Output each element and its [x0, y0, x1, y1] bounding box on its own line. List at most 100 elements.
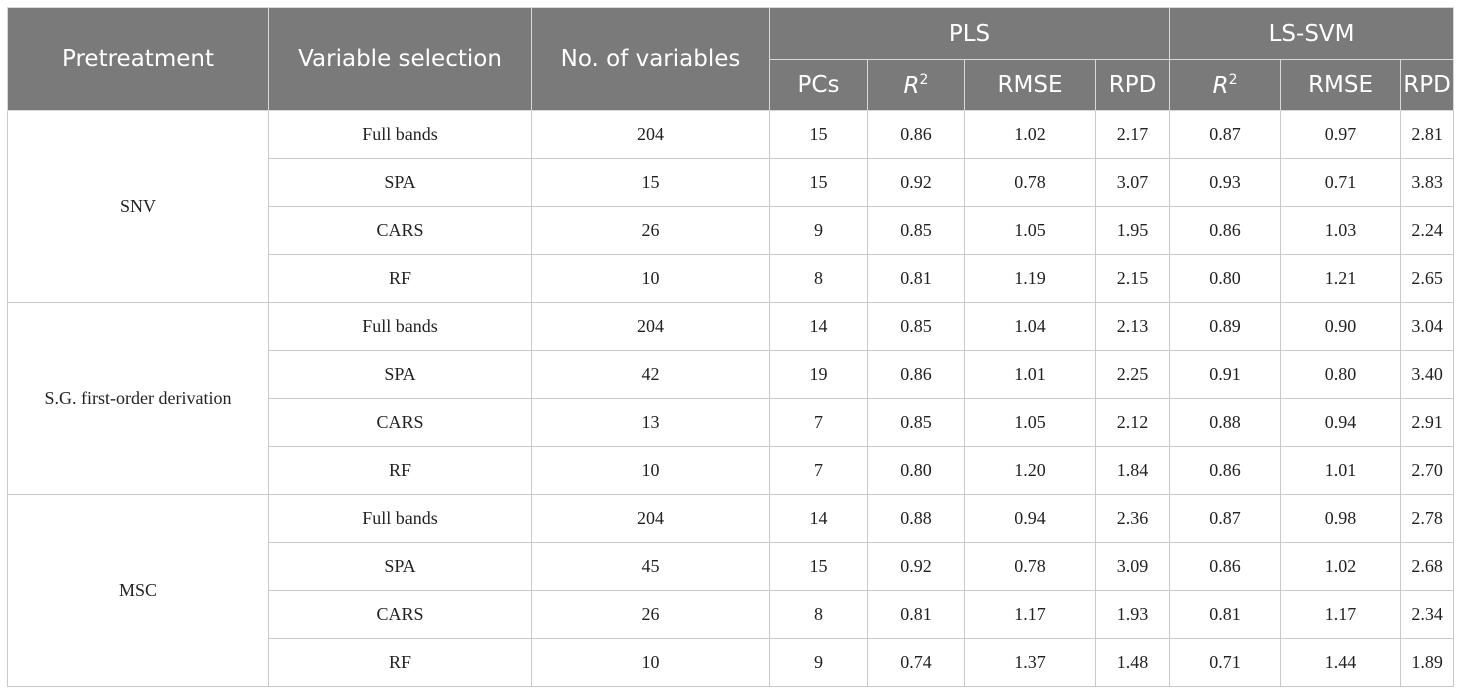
svm-r2-cell: 0.86 — [1169, 446, 1282, 495]
table-row: SPA 45 15 0.92 0.78 3.09 0.86 1.02 2.68 — [8, 542, 1455, 591]
svm-r2-cell: 0.87 — [1169, 494, 1282, 543]
r2-sup: 2 — [919, 71, 929, 88]
num-variables-cell: 204 — [531, 302, 770, 351]
svm-rpd-cell: 2.34 — [1400, 590, 1455, 639]
pls-pcs-cell: 7 — [769, 398, 868, 447]
pls-pcs-cell: 14 — [769, 302, 868, 351]
r2-sup: 2 — [1228, 71, 1238, 88]
svm-rpd-cell: 2.78 — [1400, 494, 1455, 543]
variable-selection-cell: RF — [268, 254, 532, 303]
pls-rmse-cell: 1.17 — [964, 590, 1096, 639]
pls-r2-cell: 0.85 — [867, 398, 965, 447]
variable-selection-cell: Full bands — [268, 110, 532, 159]
svm-rmse-cell: 0.80 — [1280, 350, 1402, 399]
pls-rmse-cell: 0.78 — [964, 158, 1096, 207]
svm-rpd-cell: 1.89 — [1400, 638, 1455, 687]
r2-base: R — [1212, 72, 1229, 99]
pls-rmse-cell: 1.02 — [964, 110, 1096, 159]
header-num-variables: No. of variables — [531, 7, 770, 111]
svm-rpd-cell: 2.24 — [1400, 206, 1455, 255]
pretreatment-cell: SNV — [7, 110, 269, 303]
pls-r2-cell: 0.81 — [867, 254, 965, 303]
variable-selection-cell: Full bands — [268, 494, 532, 543]
pls-rpd-cell: 1.84 — [1094, 446, 1171, 495]
svm-r2-cell: 0.86 — [1169, 206, 1282, 255]
results-table: Pretreatment Variable selection No. of v… — [7, 7, 1455, 687]
svm-r2-cell: 0.93 — [1169, 158, 1282, 207]
pls-pcs-cell: 15 — [769, 110, 868, 159]
pls-pcs-cell: 15 — [769, 542, 868, 591]
header-lssvm: LS-SVM — [1169, 7, 1455, 60]
num-variables-cell: 10 — [531, 446, 770, 495]
pls-r2-cell: 0.86 — [867, 350, 965, 399]
svm-rpd-cell: 3.83 — [1400, 158, 1455, 207]
svm-r2-cell: 0.80 — [1169, 254, 1282, 303]
svm-r2-cell: 0.91 — [1169, 350, 1282, 399]
header-svm-rmse: RMSE — [1280, 59, 1402, 111]
pls-rmse-cell: 0.78 — [964, 542, 1096, 591]
pls-rpd-cell: 1.93 — [1094, 590, 1171, 639]
table-row: CARS 13 7 0.85 1.05 2.12 0.88 0.94 2.91 — [8, 398, 1455, 447]
pls-rpd-cell: 2.13 — [1094, 302, 1171, 351]
r2-base: R — [903, 72, 920, 99]
table-row: MSC Full bands 204 14 0.88 0.94 2.36 0.87 0.98 2.… — [7, 494, 1455, 687]
svm-rmse-cell: 0.94 — [1280, 398, 1402, 447]
header-pretreatment: Pretreatment — [7, 7, 269, 111]
pls-r2-cell: 0.86 — [867, 110, 965, 159]
pls-r2-cell: 0.85 — [867, 302, 965, 351]
pls-rpd-cell: 1.48 — [1094, 638, 1171, 687]
variable-selection-cell: CARS — [268, 398, 532, 447]
table-row: CARS 26 9 0.85 1.05 1.95 0.86 1.03 2.24 — [8, 206, 1455, 255]
pls-pcs-cell: 9 — [769, 206, 868, 255]
svm-rpd-cell: 2.70 — [1400, 446, 1455, 495]
svm-rmse-cell: 1.21 — [1280, 254, 1402, 303]
pls-pcs-cell: 9 — [769, 638, 868, 687]
pretreatment-cell: S.G. first-order derivation — [7, 302, 269, 495]
pls-rpd-cell: 3.07 — [1094, 158, 1171, 207]
variable-selection-cell: SPA — [268, 158, 532, 207]
num-variables-cell: 45 — [531, 542, 770, 591]
pls-r2-cell: 0.92 — [867, 158, 965, 207]
num-variables-cell: 10 — [531, 254, 770, 303]
variable-selection-cell: SPA — [268, 350, 532, 399]
pls-rpd-cell: 2.25 — [1094, 350, 1171, 399]
header-variable-selection: Variable selection — [268, 7, 532, 111]
header-pls: PLS — [768, 7, 1171, 60]
svm-rmse-cell: 0.98 — [1280, 494, 1402, 543]
pls-r2-cell: 0.92 — [867, 542, 965, 591]
pls-r2-cell: 0.85 — [867, 206, 965, 255]
table-row: SPA 42 19 0.86 1.01 2.25 0.91 0.80 3.40 — [8, 350, 1455, 399]
pls-rmse-cell: 1.05 — [964, 398, 1096, 447]
variable-selection-cell: Full bands — [268, 302, 532, 351]
svm-rmse-cell: 0.97 — [1280, 110, 1402, 159]
pls-rmse-cell: 1.20 — [964, 446, 1096, 495]
table-body: SNV Full bands 204 15 0.86 1.02 2.17 0.87 0.97 2.… — [7, 110, 1455, 687]
pls-rmse-cell: 1.01 — [964, 350, 1096, 399]
pls-rpd-cell: 3.09 — [1094, 542, 1171, 591]
svm-r2-cell: 0.88 — [1169, 398, 1282, 447]
header-svm-rpd: RPD — [1400, 59, 1455, 111]
svm-rmse-cell: 0.71 — [1280, 158, 1402, 207]
pls-rmse-cell: 1.05 — [964, 206, 1096, 255]
svm-rpd-cell: 3.04 — [1400, 302, 1455, 351]
variable-selection-cell: CARS — [268, 590, 532, 639]
pls-r2-cell: 0.74 — [867, 638, 965, 687]
pls-rmse-cell: 1.19 — [964, 254, 1096, 303]
pls-rmse-cell: 0.94 — [964, 494, 1096, 543]
pls-pcs-cell: 8 — [769, 590, 868, 639]
table-row: SNV Full bands 204 15 0.86 1.02 2.17 0.87 0.97 2.… — [7, 110, 1455, 303]
num-variables-cell: 42 — [531, 350, 770, 399]
header-pls-pcs: PCs — [769, 59, 868, 111]
pls-pcs-cell: 7 — [769, 446, 868, 495]
header-pls-r2: R2 — [867, 59, 965, 111]
variable-selection-cell: CARS — [268, 206, 532, 255]
svm-rpd-cell: 2.68 — [1400, 542, 1455, 591]
num-variables-cell: 26 — [531, 590, 770, 639]
pls-rpd-cell: 2.17 — [1094, 110, 1171, 159]
table-row: RF 10 7 0.80 1.20 1.84 0.86 1.01 2.70 — [8, 446, 1455, 495]
table-row: CARS 26 8 0.81 1.17 1.93 0.81 1.17 2.34 — [8, 590, 1455, 639]
svm-rmse-cell: 0.90 — [1280, 302, 1402, 351]
pls-pcs-cell: 15 — [769, 158, 868, 207]
svm-rmse-cell: 1.01 — [1280, 446, 1402, 495]
pls-rpd-cell: 2.12 — [1094, 398, 1171, 447]
